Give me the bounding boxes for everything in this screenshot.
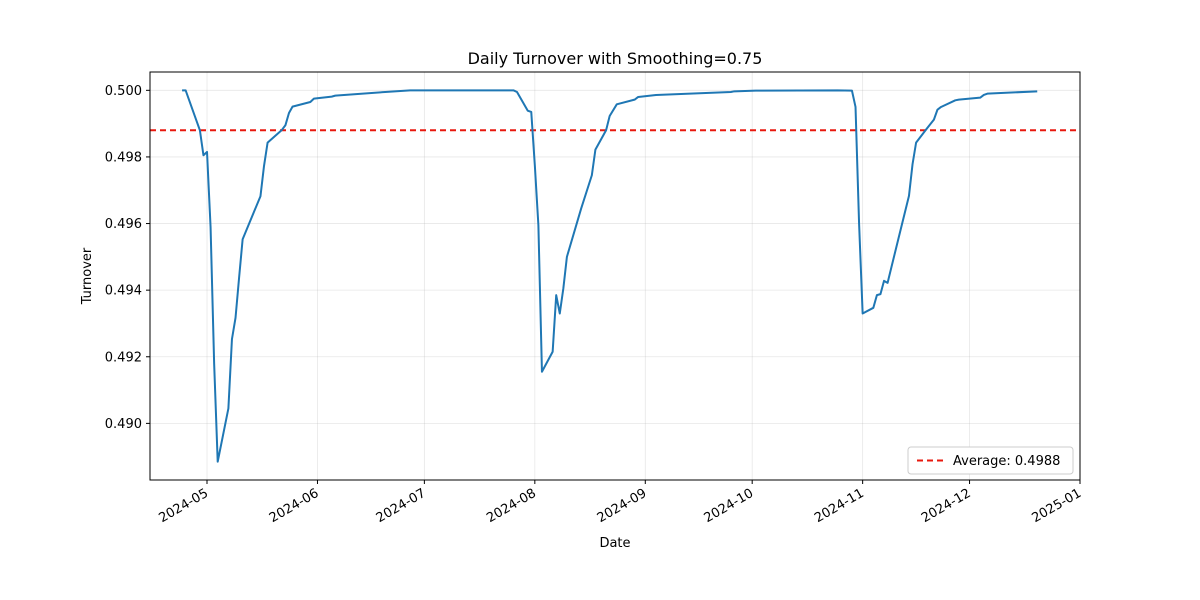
y-tick-label: 0.494 (105, 284, 142, 299)
series-layer (182, 89, 1038, 463)
y-tick-label: 0.496 (105, 217, 142, 232)
y-axis-label: Turnover (80, 247, 95, 305)
plot-area-frame (149, 71, 1081, 481)
y-tick-label: 0.492 (105, 350, 142, 365)
y-axis: 0.490 0.492 0.494 0.496 0.498 0.500 (105, 84, 150, 432)
chart-title: Daily Turnover with Smoothing=0.75 (468, 49, 763, 68)
legend-average-label: Average: 0.4988 (953, 454, 1060, 469)
x-axis-label: Date (599, 536, 630, 551)
y-tick-label: 0.500 (105, 84, 142, 99)
turnover-series-line (182, 89, 1038, 463)
y-tick-label: 0.490 (105, 417, 142, 432)
legend: Average: 0.4988 (907, 446, 1074, 475)
y-tick-label: 0.498 (105, 150, 142, 165)
legend-box (907, 446, 1074, 475)
